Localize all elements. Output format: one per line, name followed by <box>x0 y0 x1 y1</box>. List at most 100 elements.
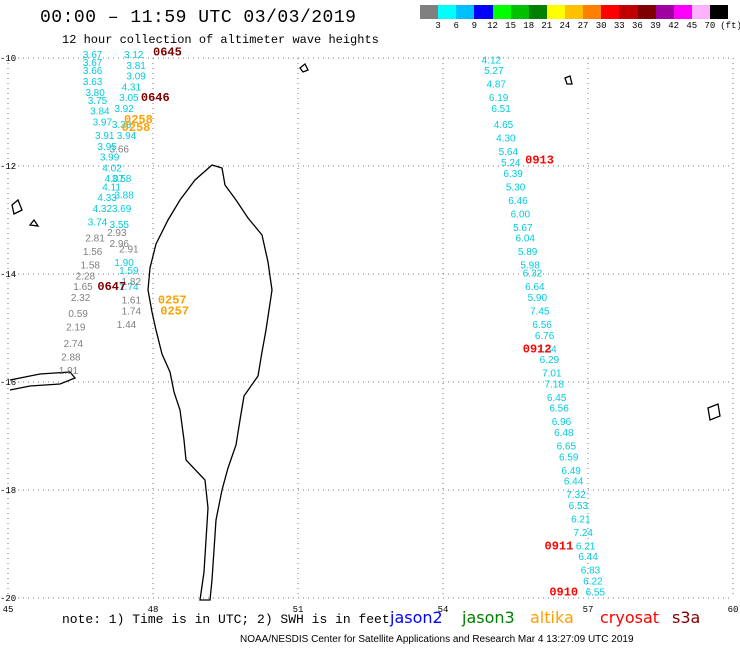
scale-swatch <box>528 5 547 19</box>
madagascar-coastline <box>147 164 273 601</box>
wave-height-value: 4.02 <box>102 163 122 174</box>
wave-height-value: 6.39 <box>503 169 523 180</box>
wave-height-value: 6.45 <box>547 393 567 404</box>
page-subtitle: 12 hour collection of altimeter wave hei… <box>62 33 379 47</box>
x-axis-tick-label: 51 <box>293 605 304 615</box>
wave-height-value: 6.22 <box>583 577 603 588</box>
scale-swatch <box>474 5 493 19</box>
satellite-legend-s3a: s3a <box>672 608 701 627</box>
wave-height-value: 6.83 <box>581 566 601 577</box>
scale-label: 33 <box>613 21 625 31</box>
wave-height-value: 6.32 <box>523 269 543 280</box>
wave-height-value: 6.65 <box>557 442 577 453</box>
wave-height-value: 5.90 <box>528 293 548 304</box>
scale-label: 42 <box>668 21 680 31</box>
wave-height-value: 5.30 <box>506 182 526 193</box>
wave-height-value: 6.46 <box>508 196 528 207</box>
scale-label: 70 <box>704 21 716 31</box>
scale-label: 39 <box>650 21 661 31</box>
wave-height-value: 6.00 <box>511 209 531 220</box>
scale-swatch <box>420 5 439 19</box>
wave-height-value: 2.81 <box>85 234 105 245</box>
wave-height-value: 3.12 <box>124 50 144 61</box>
pass-time-label: 0646 <box>141 91 170 105</box>
scale-swatch <box>673 5 692 19</box>
wave-height-value: 6.64 <box>525 282 545 293</box>
wave-height-value: 4.07 <box>105 174 125 185</box>
x-axis-labels: 45 48 51 54 57 60 <box>3 605 739 615</box>
scale-label: 12 <box>487 21 498 31</box>
scale-swatch <box>546 5 565 19</box>
scale-unit: (ft) <box>720 21 740 31</box>
seychelles-islet <box>564 75 573 85</box>
wave-height-value: 2.96 <box>110 239 130 250</box>
wave-height-value: 6.21 <box>576 541 596 552</box>
wave-height-value: 6.44 <box>578 552 598 563</box>
wave-height-value: 3.84 <box>90 107 110 118</box>
wave-height-value: 3.94 <box>117 131 137 142</box>
scale-label: 21 <box>541 21 553 31</box>
pass-time-label: 0911 <box>545 539 574 553</box>
y-axis-tick-label: -12 <box>0 162 16 172</box>
y-axis-tick-label: -18 <box>0 486 16 496</box>
wave-height-value: 5.67 <box>513 223 533 234</box>
scale-label: 27 <box>577 21 589 31</box>
wave-height-value: 2.32 <box>71 293 91 304</box>
wave-height-value: 3.95 <box>97 142 117 153</box>
wave-height-value: 6.19 <box>489 93 509 104</box>
wave-height-value: 4.11 <box>102 182 121 193</box>
wave-height-value: 3.99 <box>100 153 120 164</box>
scale-swatch <box>619 5 638 19</box>
satellite-legend-jason3: jason3 <box>462 608 515 627</box>
wave-height-value: 7.24 <box>574 528 594 539</box>
wave-height-value: 1.59 <box>119 266 139 277</box>
scale-label: 3 <box>435 21 441 31</box>
wave-height-value: 6.55 <box>586 587 606 598</box>
scale-label: 24 <box>559 21 571 31</box>
wave-height-value: 3.66 <box>110 145 130 156</box>
wave-height-value: 2.74 <box>64 339 84 350</box>
scale-label: 9 <box>471 21 478 31</box>
wave-height-value: 7.01 <box>542 369 562 380</box>
scale-label: 15 <box>505 21 516 31</box>
wave-height-value: 2.91 <box>119 244 139 255</box>
wave-height-value: 1.65 <box>73 282 93 293</box>
altimeter-tracks: 3.123.813.094.313.053.92 3.383.94 3.58 3.88… <box>59 50 606 598</box>
wave-height-value: 1.91 <box>59 366 79 377</box>
wave-height-value: 1.82 <box>122 277 142 288</box>
wave-height-value: 3.63 <box>83 77 103 88</box>
coastline <box>9 62 721 601</box>
wave-height-value: 5.89 <box>518 247 538 258</box>
wave-height-value: 3.67 <box>83 58 103 69</box>
satellite-legend-jason2: jason2 <box>390 608 443 627</box>
page-title: 00:00 – 11:59 UTC 03/03/2019 <box>40 8 357 28</box>
scale-swatch <box>637 5 656 19</box>
scale-swatch <box>492 5 511 19</box>
scale-label: 18 <box>523 21 535 31</box>
x-axis-tick-label: 48 <box>148 605 159 615</box>
wave-height-value: 4.30 <box>496 134 516 145</box>
scale-swatch <box>601 5 620 19</box>
wave-height-value: 1.56 <box>83 247 103 258</box>
wave-height-value: 6.44 <box>564 477 584 488</box>
wave-height-value: 5.24 <box>501 158 521 169</box>
scale-swatch <box>691 5 710 19</box>
wave-height-value: 6.29 <box>540 355 560 366</box>
scale-label: 6 <box>453 21 459 31</box>
comoros-islands <box>11 198 40 227</box>
wave-height-value: 7.18 <box>545 379 565 390</box>
scale-label: 30 <box>595 21 607 31</box>
wave-height-value: 6.53 <box>569 501 589 512</box>
wave-height-value: 3.74 <box>88 217 108 228</box>
pass-time-label: 0647 <box>97 280 126 294</box>
wave-height-value: 1.61 <box>122 296 142 307</box>
wave-height-value: 6.76 <box>535 331 555 342</box>
wave-height-value: 3.88 <box>114 190 134 201</box>
wave-height-value: 3.81 <box>126 61 146 72</box>
wave-height-value: 2.88 <box>61 352 81 363</box>
wave-height-value: 6.96 <box>552 417 572 428</box>
wave-height-value: 6.51 <box>491 104 511 115</box>
pass-time-label: 0257 <box>160 305 189 319</box>
y-axis-tick-label: -16 <box>0 378 16 388</box>
x-axis-tick-label: 60 <box>728 605 739 615</box>
